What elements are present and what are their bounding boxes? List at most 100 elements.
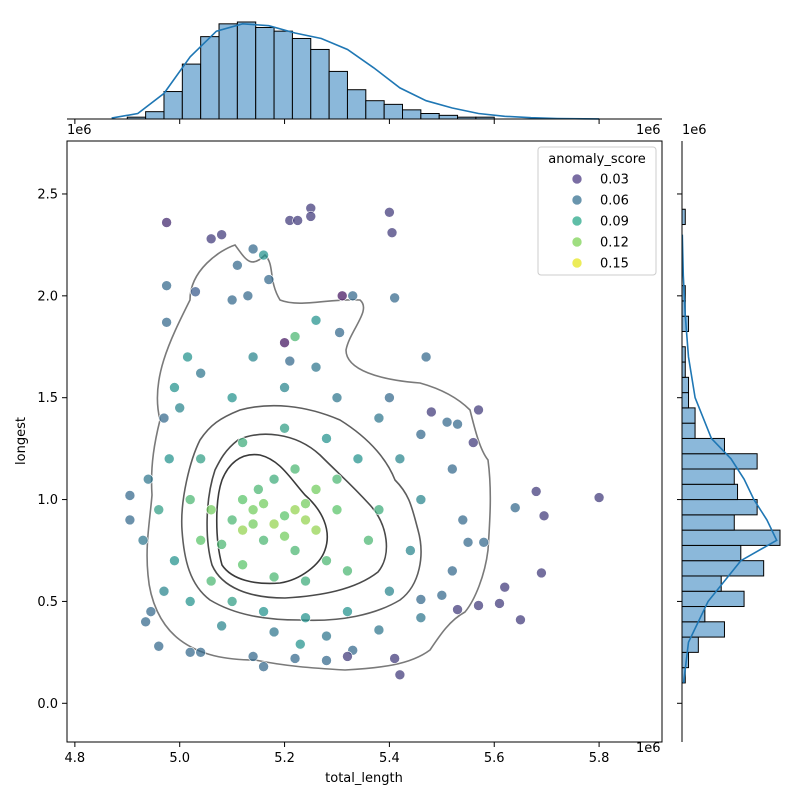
scatter-point bbox=[258, 249, 269, 261]
x-tick-label: 5.2 bbox=[274, 751, 295, 766]
scatter-point bbox=[294, 638, 306, 650]
x-tick-label: 5.4 bbox=[379, 751, 400, 766]
scatter-point bbox=[289, 504, 301, 516]
scatter-point bbox=[258, 535, 269, 546]
scatter-point bbox=[237, 559, 248, 571]
scatter-point bbox=[300, 498, 311, 509]
scatter-point bbox=[216, 539, 227, 550]
scatter-point bbox=[279, 530, 290, 542]
main-axes-frame bbox=[66, 140, 663, 743]
scatter-point bbox=[426, 406, 437, 418]
scatter-point bbox=[441, 416, 453, 428]
scatter-point bbox=[310, 314, 322, 326]
scatter-point bbox=[153, 640, 165, 652]
right-kde-curve bbox=[681, 234, 778, 683]
scatter-point bbox=[334, 327, 345, 338]
scatter-point bbox=[352, 453, 364, 465]
scatter-point bbox=[263, 274, 275, 285]
scatter-point bbox=[473, 404, 484, 416]
scatter-point bbox=[158, 585, 170, 597]
scatter-point bbox=[300, 575, 311, 587]
right-hist-bar bbox=[681, 560, 765, 577]
scatter-point bbox=[331, 504, 343, 516]
x-tick-label: 5.8 bbox=[589, 751, 610, 766]
scatter-point bbox=[169, 555, 180, 566]
scatter-point bbox=[494, 598, 505, 609]
main-scatter-plot: 4.8 5.0 5.2 5.4 5.6 5.8 0.0 0.5 1.0 1.5 2.0 2.5 to… bbox=[14, 123, 707, 786]
scatter-point bbox=[279, 510, 290, 522]
scatter-point bbox=[321, 555, 332, 566]
top-hist-bar bbox=[163, 91, 183, 120]
top-hist-bar bbox=[236, 21, 257, 120]
scatter-point bbox=[184, 647, 196, 658]
top-hist-bar bbox=[200, 36, 220, 120]
scatter-point bbox=[384, 392, 395, 403]
scatter-point bbox=[258, 498, 269, 509]
x-offset-label: 1e6 bbox=[636, 741, 661, 756]
scatter-point bbox=[389, 292, 400, 304]
legend-marker bbox=[571, 236, 583, 248]
legend: anomaly_score 0.03 0.06 0.09 0.12 0.15 bbox=[537, 146, 657, 276]
scatter-point bbox=[300, 612, 311, 624]
scatter-point bbox=[161, 217, 172, 228]
scatter-point bbox=[394, 453, 406, 465]
top-x-ticks bbox=[74, 119, 600, 124]
scatter-point bbox=[384, 585, 395, 597]
scatter-point bbox=[216, 620, 227, 632]
scatter-point bbox=[195, 453, 206, 465]
top-hist-bar bbox=[273, 30, 293, 120]
scatter-point bbox=[363, 535, 374, 546]
kde-contours bbox=[146, 244, 492, 671]
scatter-point bbox=[163, 453, 175, 465]
scatter-point bbox=[473, 600, 484, 611]
scatter-point bbox=[336, 290, 348, 302]
scatter-point bbox=[268, 518, 280, 530]
scatter-point bbox=[389, 653, 400, 664]
scatter-point bbox=[184, 494, 196, 505]
y-axis-ticks: 0.0 0.5 1.0 1.5 2.0 2.5 bbox=[37, 187, 67, 712]
scatter-point bbox=[347, 290, 359, 302]
y-tick-label: 2.0 bbox=[37, 289, 58, 304]
scatter-point bbox=[195, 647, 206, 658]
scatter-point bbox=[226, 392, 238, 403]
top-hist-bar bbox=[402, 109, 422, 120]
legend-label: 0.06 bbox=[600, 194, 629, 209]
top-hist-bar bbox=[218, 23, 238, 120]
y-tick-label: 2.5 bbox=[37, 187, 58, 202]
scatter-point bbox=[384, 207, 395, 218]
scatter-point bbox=[342, 565, 353, 577]
scatter-point bbox=[242, 290, 254, 302]
scatter-point bbox=[226, 514, 238, 526]
scatter-point bbox=[232, 259, 243, 271]
right-hist-bar bbox=[681, 590, 745, 608]
scatter-point bbox=[237, 524, 248, 536]
legend-entries: 0.03 0.06 0.09 0.12 0.15 bbox=[571, 173, 629, 272]
scatter-point bbox=[182, 351, 193, 363]
scatter-point bbox=[292, 215, 303, 226]
kde-contour-inner bbox=[206, 433, 388, 599]
scatter-point bbox=[216, 229, 227, 241]
top-hist-bar bbox=[383, 103, 404, 120]
top-offset-label-left: 1e6 bbox=[67, 123, 92, 138]
scatter-point bbox=[161, 280, 172, 291]
scatter-point bbox=[530, 486, 542, 497]
top-hist-bar bbox=[328, 70, 348, 120]
scatter-point bbox=[158, 412, 170, 424]
right-hist-bar bbox=[681, 376, 690, 394]
scatter-point bbox=[386, 227, 398, 238]
scatter-point bbox=[174, 402, 186, 414]
scatter-point bbox=[536, 567, 547, 579]
right-hist-bar bbox=[681, 499, 758, 516]
y-tick-label: 0.0 bbox=[37, 697, 58, 712]
scatter-point bbox=[169, 382, 180, 393]
top-hist-bar bbox=[420, 113, 440, 120]
scatter-point bbox=[310, 524, 322, 536]
scatter-point bbox=[289, 463, 301, 475]
scatter-point bbox=[447, 463, 458, 475]
scatter-point bbox=[137, 535, 149, 546]
right-hist-bar bbox=[681, 483, 739, 501]
scatter-point bbox=[195, 367, 206, 379]
scatter-point bbox=[237, 437, 248, 448]
top-hist-bar bbox=[365, 100, 385, 120]
scatter-point bbox=[499, 581, 511, 593]
